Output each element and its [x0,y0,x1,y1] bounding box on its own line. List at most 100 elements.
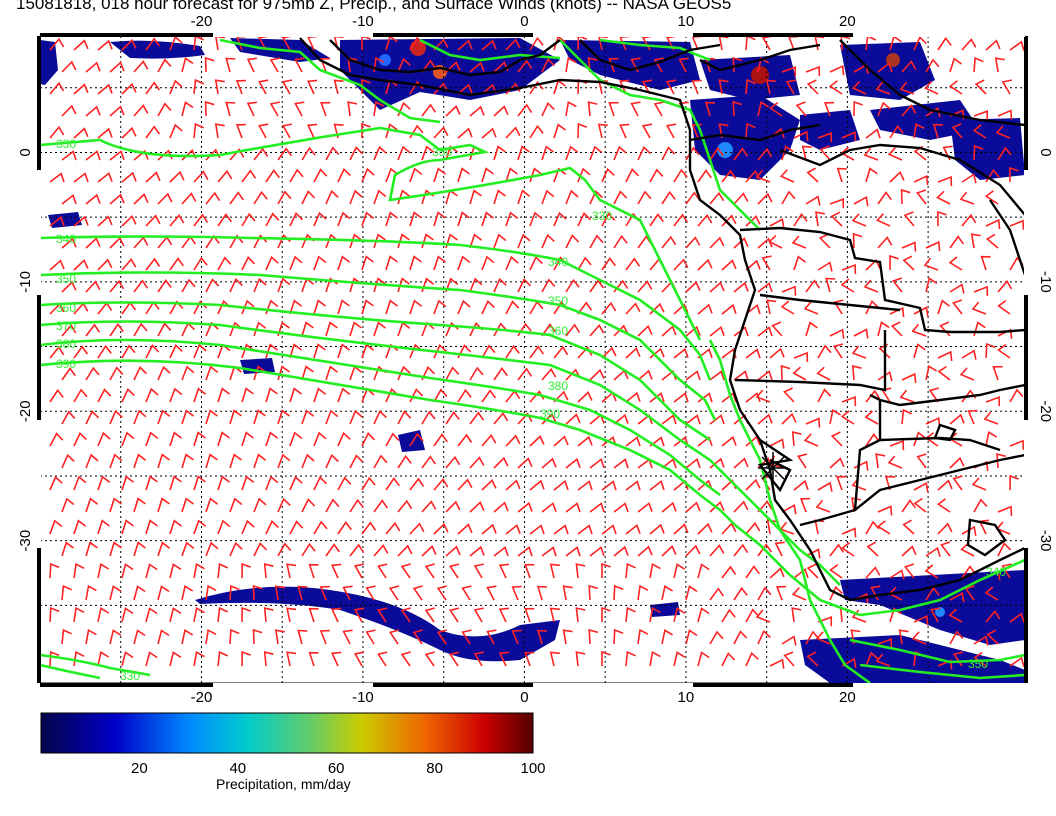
wind-barb-650 [97,388,112,403]
wind-barb-719 [781,412,797,425]
wind-barb-392 [709,236,725,249]
wind-barb-97 [433,82,449,95]
wind-barb-857 [205,497,219,513]
wind-barb-1073 [524,607,535,623]
wind-barb-622 [397,365,411,381]
wind-barb-225 [589,145,603,161]
wind-barb-467 [565,278,580,293]
wind-barb-219 [445,145,459,161]
wind-barb-238 [887,147,903,161]
wind-barb-120 [974,79,987,95]
wind-barb-367 [109,236,125,249]
wind-barb-573 [193,343,207,359]
wind-barb-281 [961,173,977,184]
wind-barb-884 [851,497,862,513]
wind-barb-698 [277,409,290,425]
wind-barb-359 [875,213,891,227]
wind-barb-361 [937,210,947,227]
colorbar-tick-0: 20 [131,760,148,777]
wind-barb-890 [997,505,1013,516]
wind-barb-1111 [461,629,472,645]
wind-barb-519 [833,299,844,315]
wind-barb-876 [661,501,677,513]
wind-barb-140 [493,105,509,117]
wind-barb-1003 [793,568,809,579]
wind-barb-201 [972,124,987,139]
contour-label-0: 330 [56,137,76,151]
wind-barb-626 [493,367,508,381]
wind-barb-628 [541,367,557,381]
wind-barb-830 [529,479,545,491]
wind-barb-303 [517,189,531,205]
wind-barb-1045 [829,585,843,601]
wind-barb-560 [853,328,869,339]
wind-barb-1041 [733,586,748,601]
wind-barb-937 [181,541,195,557]
wind-barb-235 [819,145,831,161]
wind-barb-421 [433,255,446,271]
wind-barb-977 [169,563,182,579]
wind-barb-214 [325,146,340,161]
wind-barb-1122 [733,630,748,645]
wind-barb-1152 [473,651,484,667]
wind-barb-898 [217,519,231,535]
wind-barb-590 [601,346,617,359]
wind-barb-166 [145,125,161,139]
wind-barb-924 [841,527,857,538]
wind-barb-761 [803,433,819,447]
wind-barb-244 [73,172,89,183]
wind-barb-554 [709,325,725,337]
wind-barb-384 [517,233,531,249]
wind-barb-1140 [193,651,205,667]
wind-barb-702 [373,409,387,425]
wind-barb-1166 [806,651,819,667]
wind-barb-93 [333,79,344,95]
wind-barb-747 [481,434,497,447]
wind-barb-672 [625,391,641,403]
wind-barb-795 [661,458,677,469]
wind-barb-1141 [217,650,229,667]
wind-barb-411 [193,256,208,271]
wind-barb-152 [769,102,783,117]
wind-barb-763 [865,433,880,447]
wind-barb-309 [661,190,676,205]
wind-barb-141 [517,103,533,117]
wind-barb-642 [877,371,893,382]
wind-barb-938 [205,541,219,557]
wind-barb-198 [913,122,925,139]
wind-barb-1062 [263,607,274,623]
wind-barb-1173 [973,651,987,667]
wind-barb-786 [445,455,461,469]
wind-barb-1060 [217,606,229,623]
wind-barb-926 [876,520,891,535]
wind-barb-826 [433,478,449,491]
wind-barb-961 [757,543,773,557]
wind-barb-1171 [937,659,953,670]
wind-barb-998 [673,563,686,579]
wind-barb-1 [73,39,89,51]
wind-barb-577 [289,343,302,359]
wind-barb-540 [373,321,386,337]
wind-barb-472 [685,281,701,293]
wind-barb-301 [469,189,482,205]
wind-barb-646 [959,367,975,381]
wind-barb-692 [133,409,147,425]
wind-barb-36 [913,36,927,51]
wind-barb-985 [353,563,365,579]
wind-barb-452 [205,278,220,293]
wind-barb-610 [109,366,124,381]
wind-barb-723 [864,410,879,425]
wind-barb-632 [637,369,653,381]
wind-barb-1079 [673,607,686,623]
wind-barb-409 [145,257,161,271]
wind-barb-548 [565,323,581,337]
wind-barb-1131 [949,630,964,645]
wind-barb-728 [983,411,999,425]
wind-barb-1150 [424,651,435,667]
wind-barb-101 [529,80,544,95]
wind-barb-575 [241,343,255,359]
wind-barb-999 [697,563,710,579]
wind-barb-744 [409,432,424,447]
wind-barb-1010 [961,565,976,579]
wind-barb-194 [817,132,833,143]
